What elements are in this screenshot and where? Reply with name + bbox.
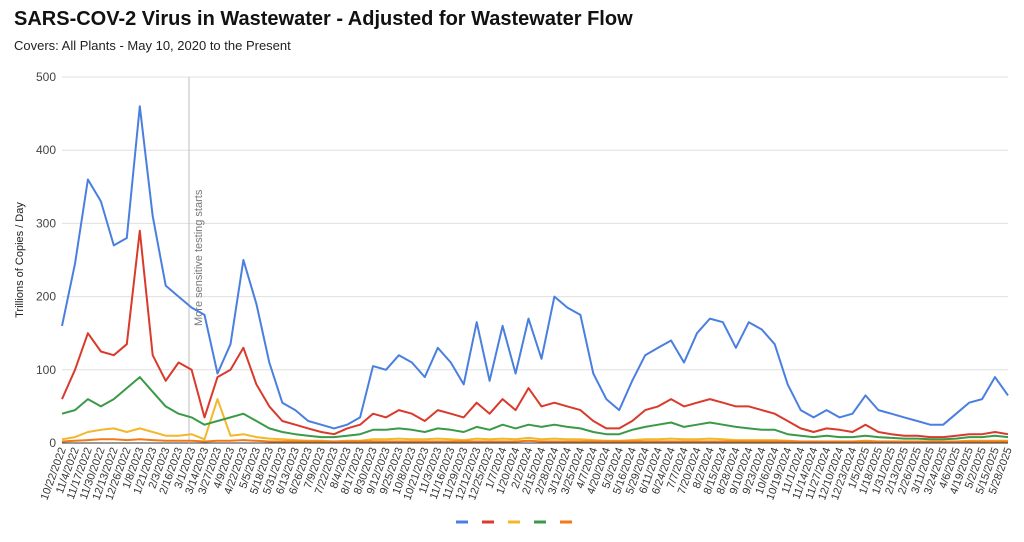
- y-axis-label: Trillions of Copies / Day: [14, 202, 26, 318]
- y-tick-label: 200: [36, 290, 56, 304]
- series-line: [61, 376, 1009, 441]
- series-line: [61, 438, 1008, 443]
- y-tick-label: 0: [49, 436, 56, 450]
- chart-title: SARS-COV-2 Virus in Wastewater - Adjuste…: [14, 8, 633, 30]
- y-tick-label: 300: [36, 216, 56, 230]
- chart-subtitle: Covers: All Plants - May 10, 2020 to the…: [14, 38, 291, 53]
- annotation-label: More sensitive testing starts: [193, 189, 205, 326]
- series-line: [61, 105, 1009, 430]
- series-line: [61, 229, 1009, 439]
- y-tick-label: 400: [36, 143, 56, 157]
- y-tick-label: 500: [36, 70, 56, 84]
- y-tick-label: 100: [36, 363, 56, 377]
